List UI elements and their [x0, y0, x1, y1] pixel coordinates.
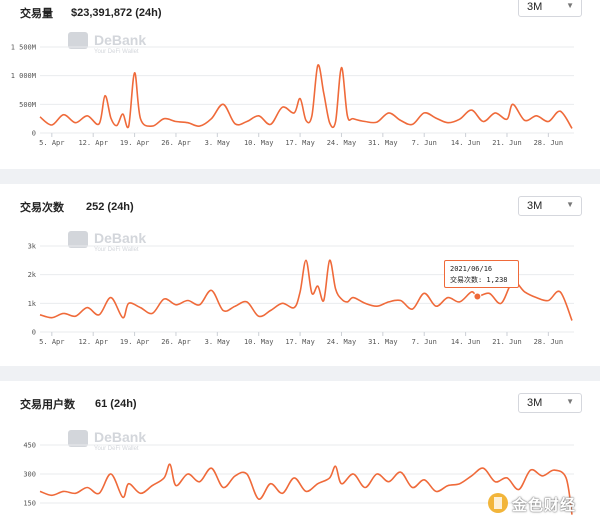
- x-tick-label: 14. Jun: [451, 139, 481, 147]
- watermark: DeBank Your DeFi Wallet: [68, 429, 146, 452]
- x-tick-label: 10. May: [244, 139, 274, 147]
- debank-logo-icon: [68, 430, 88, 447]
- tooltip-value: 交易次数: 1,238: [450, 276, 508, 284]
- watermark-tagline: Your DeFi Wallet: [94, 247, 139, 253]
- y-tick-label: 2k: [28, 271, 37, 279]
- volume-value: $23,391,872 (24h): [71, 7, 162, 19]
- x-tick-label: 5. Apr: [39, 139, 64, 147]
- x-tick-label: 17. May: [285, 139, 315, 147]
- y-tick-label: 300: [23, 471, 36, 479]
- x-tick-label: 7. Jun: [412, 338, 437, 346]
- chevron-down-icon: ▼: [566, 200, 574, 209]
- x-tick-label: 26. Apr: [161, 139, 191, 147]
- y-tick-label: 1 500M: [11, 44, 36, 52]
- y-tick-label: 150: [23, 500, 36, 508]
- transactions-title: 交易次数: [20, 202, 64, 214]
- chevron-down-icon: ▼: [566, 397, 574, 406]
- transactions-series-line: [39, 259, 573, 321]
- x-tick-label: 19. Apr: [120, 139, 150, 147]
- volume-title: 交易量: [20, 8, 53, 20]
- x-tick-label: 28. Jun: [534, 139, 564, 147]
- y-tick-label: 3k: [28, 243, 37, 251]
- transactions-value: 252 (24h): [86, 201, 134, 213]
- watermark-name: DeBank: [94, 429, 146, 445]
- x-tick-label: 3. May: [205, 139, 230, 147]
- x-tick-label: 21. Jun: [492, 139, 522, 147]
- period-label: 3M: [527, 200, 543, 212]
- coin-logo-icon: [488, 493, 508, 513]
- watermark-name: DeBank: [94, 32, 146, 48]
- users-value: 61 (24h): [95, 398, 137, 410]
- x-tick-label: 7. Jun: [412, 139, 437, 147]
- chevron-down-icon: ▼: [566, 1, 574, 10]
- x-tick-label: 21. Jun: [492, 338, 522, 346]
- corner-logo: 金色财经: [484, 490, 596, 516]
- watermark: DeBank Your DeFi Wallet: [68, 230, 146, 253]
- volume-series-line: [39, 64, 573, 129]
- y-tick-label: 0: [32, 130, 36, 138]
- y-tick-label: 1k: [28, 300, 37, 308]
- debank-logo-icon: [68, 32, 88, 49]
- y-tick-label: 450: [23, 442, 36, 450]
- corner-logo-text: 金色财经: [512, 497, 577, 514]
- x-tick-label: 26. Apr: [161, 338, 191, 346]
- transactions-chart: DeBank Your DeFi Wallet 0 1k 2k 3k 5. Apr 12…: [28, 230, 574, 346]
- transactions-header: 交易次数 252 (24h): [20, 194, 134, 220]
- y-tick-label: 0: [32, 329, 36, 337]
- volume-period-select[interactable]: 3M ▼: [518, 0, 582, 17]
- watermark-tagline: Your DeFi Wallet: [94, 446, 139, 452]
- y-tick-label: 500M: [19, 101, 36, 109]
- volume-header: 交易量 $23,391,872 (24h): [20, 0, 162, 26]
- users-header: 交易用户数 61 (24h): [20, 391, 137, 417]
- watermark-name: DeBank: [94, 230, 146, 246]
- users-chart: DeBank Your DeFi Wallet 150 300 450: [23, 429, 574, 515]
- x-tick-label: 24. May: [327, 139, 357, 147]
- y-tick-label: 1 000M: [11, 72, 36, 80]
- chart-tooltip: 2021/06/16 交易次数: 1,238: [444, 260, 519, 288]
- transactions-period-select[interactable]: 3M ▼: [518, 196, 582, 216]
- x-tick-label: 12. Apr: [78, 338, 108, 346]
- x-tick-label: 3. May: [205, 338, 230, 346]
- highlight-point: [473, 292, 482, 301]
- debank-logo-icon: [68, 231, 88, 248]
- tooltip-date: 2021/06/16: [450, 265, 493, 273]
- watermark-tagline: Your DeFi Wallet: [94, 49, 139, 55]
- period-label: 3M: [527, 1, 543, 13]
- x-tick-label: 14. Jun: [451, 338, 481, 346]
- x-tick-label: 19. Apr: [120, 338, 150, 346]
- users-series-line: [39, 463, 573, 515]
- volume-chart: DeBank Your DeFi Wallet 0 500M 1 000M 1 500…: [11, 32, 574, 147]
- x-tick-label: 31. May: [368, 338, 398, 346]
- x-tick-label: 31. May: [368, 139, 398, 147]
- x-tick-label: 28. Jun: [534, 338, 564, 346]
- volume-card: DeBank Your DeFi Wallet 0 500M 1 000M 1 500…: [0, 0, 600, 169]
- x-tick-label: 10. May: [244, 338, 274, 346]
- x-tick-label: 24. May: [327, 338, 357, 346]
- x-tick-label: 12. Apr: [78, 139, 108, 147]
- users-title: 交易用户数: [20, 399, 75, 411]
- x-tick-label: 5. Apr: [39, 338, 64, 346]
- users-period-select[interactable]: 3M ▼: [518, 393, 582, 413]
- x-tick-label: 17. May: [285, 338, 315, 346]
- watermark: DeBank Your DeFi Wallet: [68, 32, 146, 55]
- period-label: 3M: [527, 397, 543, 409]
